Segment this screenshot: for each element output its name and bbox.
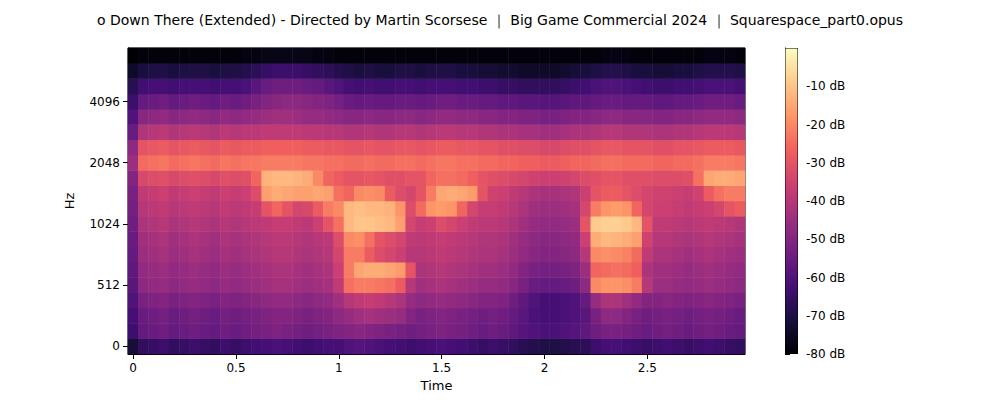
svg-text:-10 dB: -10 dB [806, 79, 845, 93]
svg-text:-30 dB: -30 dB [806, 156, 845, 170]
svg-text:Hz: Hz [62, 193, 77, 210]
svg-text:-70 dB: -70 dB [806, 309, 845, 323]
svg-text:4096: 4096 [89, 95, 120, 109]
svg-text:1: 1 [335, 361, 343, 375]
svg-text:o Down There (Extended) - Dire: o Down There (Extended) - Directed by Ma… [97, 12, 903, 29]
svg-text:512: 512 [97, 278, 120, 292]
svg-text:-40 dB: -40 dB [806, 194, 845, 208]
svg-text:2048: 2048 [89, 156, 120, 170]
svg-text:1024: 1024 [89, 217, 120, 231]
svg-text:0: 0 [112, 339, 120, 353]
svg-text:-60 dB: -60 dB [806, 271, 845, 285]
svg-text:Time: Time [420, 378, 453, 393]
svg-text:2: 2 [541, 361, 549, 375]
svg-text:2.5: 2.5 [638, 361, 657, 375]
svg-text:-50 dB: -50 dB [806, 232, 845, 246]
svg-text:-20 dB: -20 dB [806, 118, 845, 132]
svg-text:0: 0 [129, 361, 137, 375]
svg-text:0.5: 0.5 [226, 361, 245, 375]
svg-text:-80 dB: -80 dB [806, 347, 845, 361]
svg-text:1.5: 1.5 [432, 361, 451, 375]
